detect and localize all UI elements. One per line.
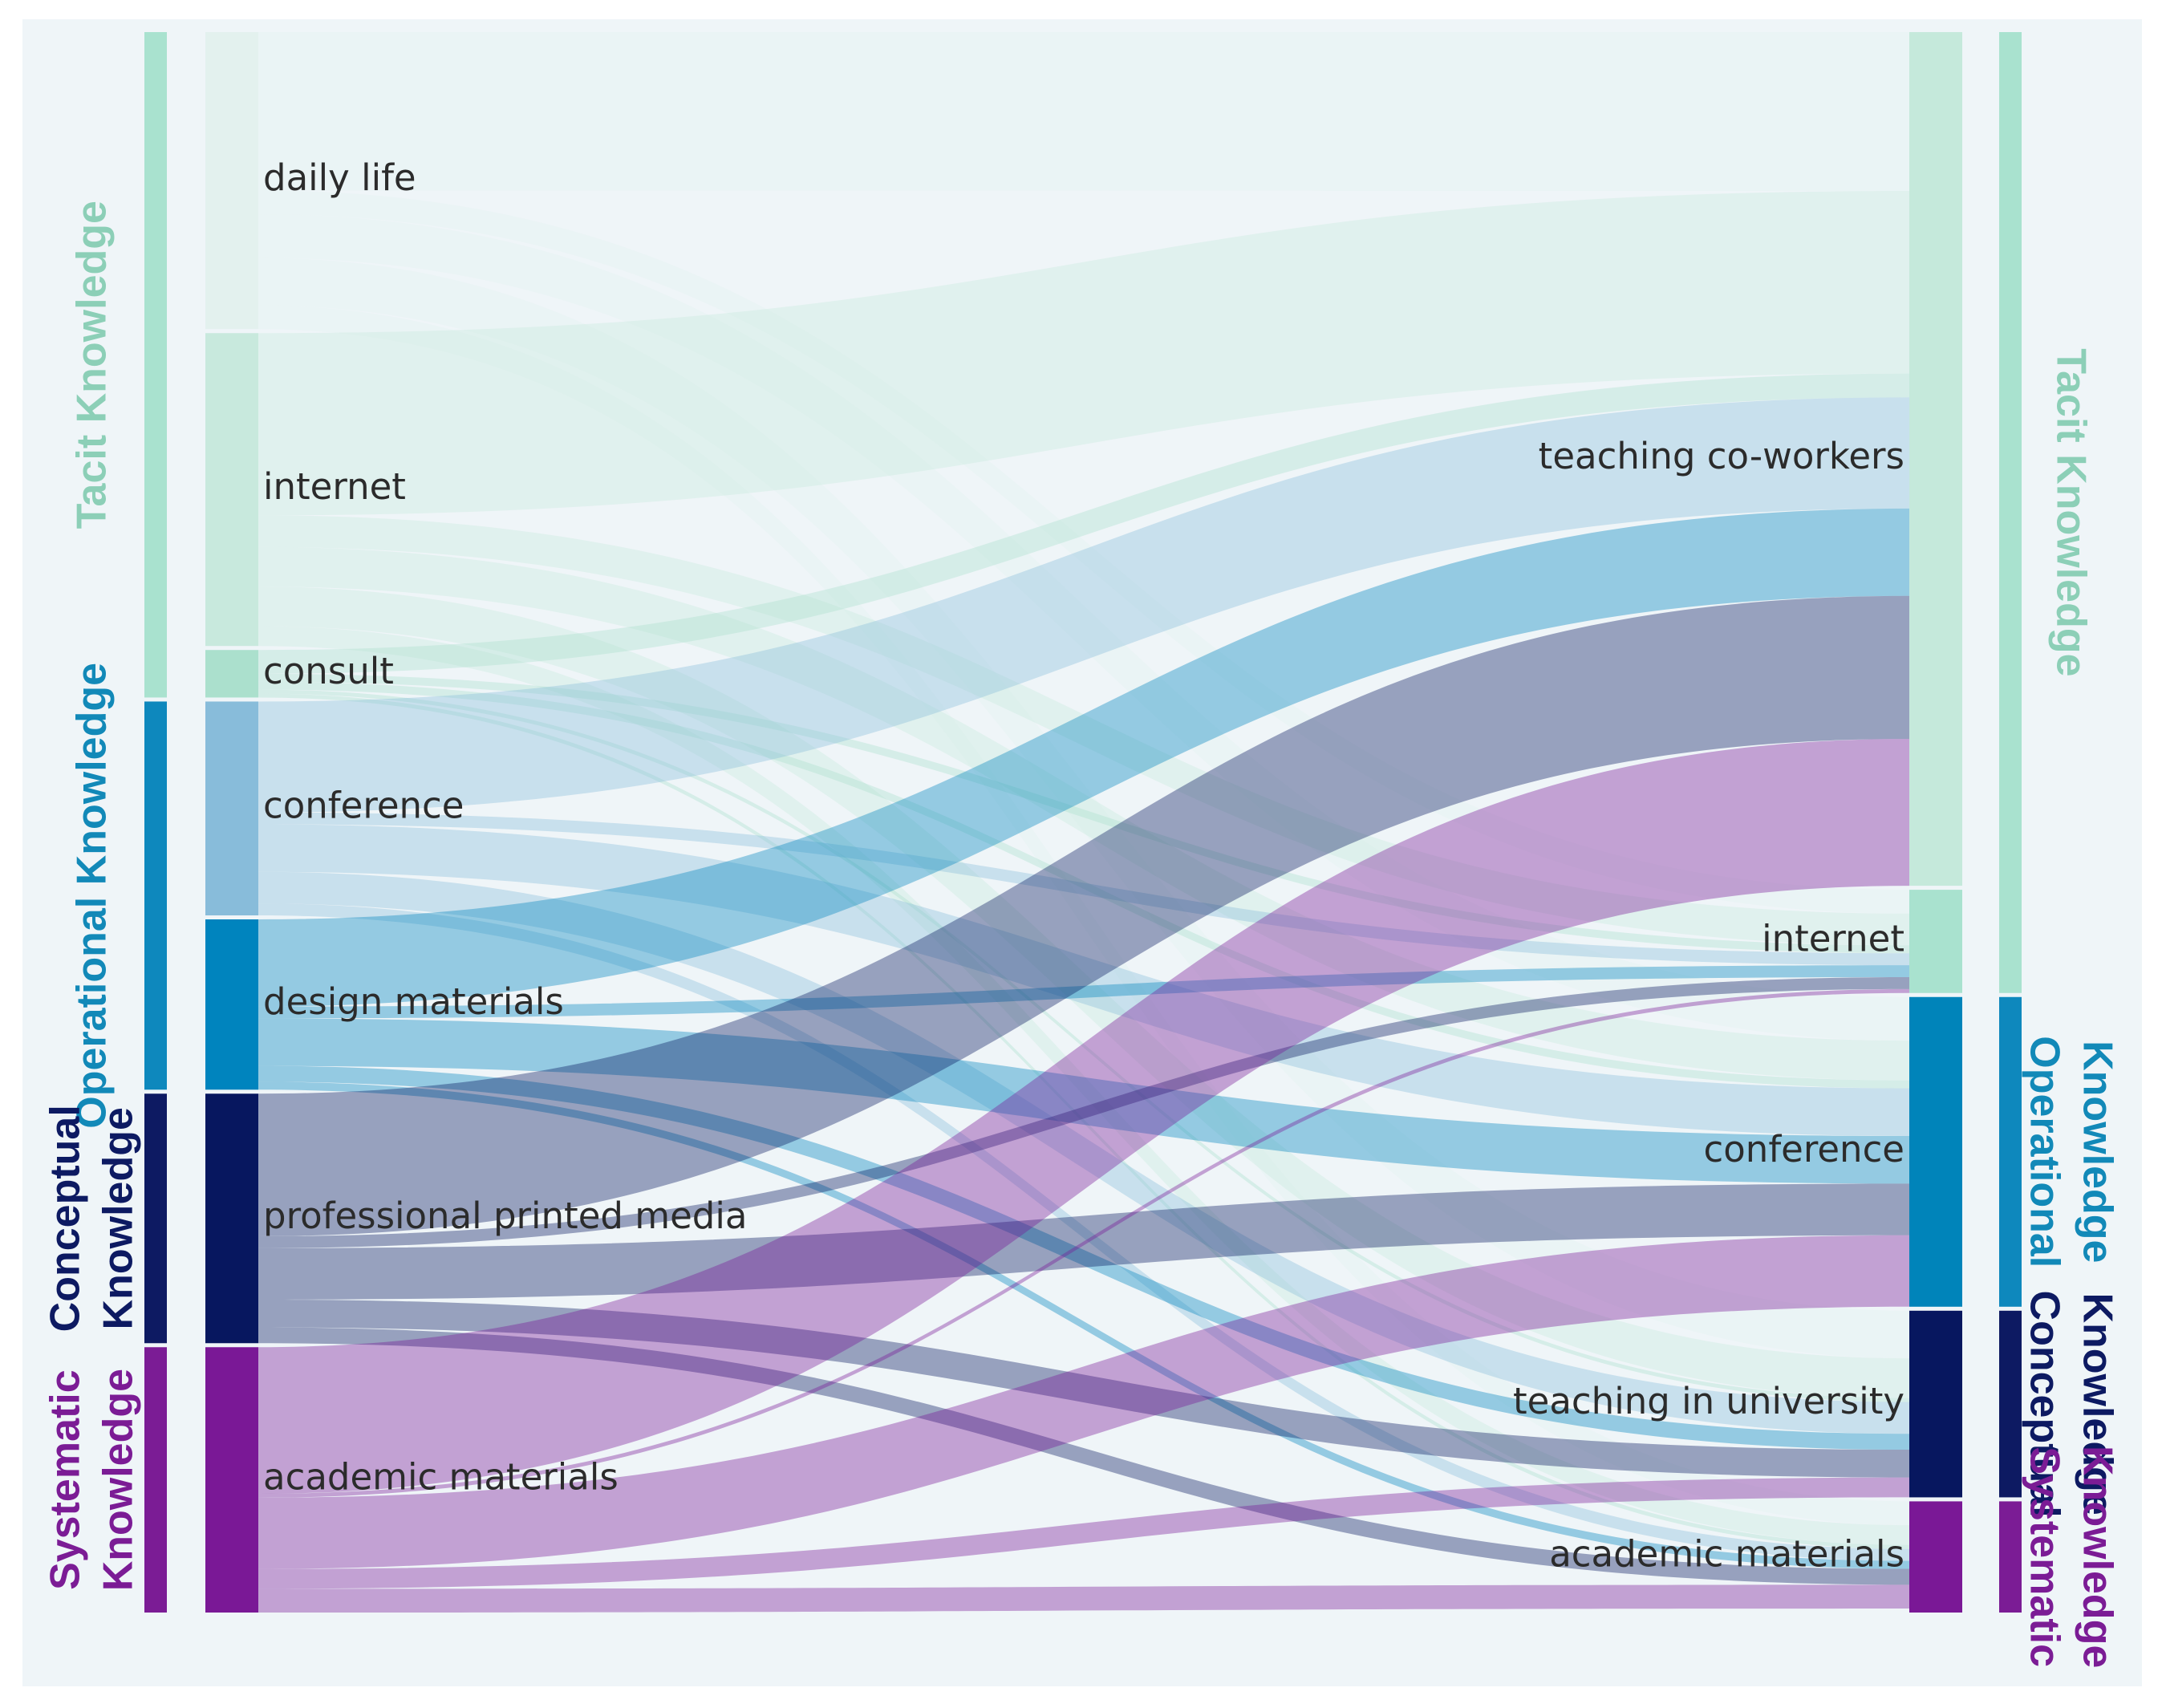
source-node-academic-materials xyxy=(205,1347,258,1613)
labels-layer: daily life internet consult conference desig… xyxy=(43,156,2121,1668)
left-category-bar-tacit-knowledge xyxy=(144,32,167,698)
flow-daily-life-to-teaching-co-workers xyxy=(258,32,1909,191)
target-node-academic-materials xyxy=(1909,1501,1962,1613)
flow-consult-to-academic-materials xyxy=(258,693,1909,1549)
flow-internet-to-conference xyxy=(258,546,1909,1081)
flow-professional-printed-media-to-internet xyxy=(258,976,1909,1248)
left-category-bar-operational-knowledge xyxy=(144,701,167,1090)
flow-professional-printed-media-to-teaching-in-university xyxy=(258,1299,1909,1478)
nodes-layer xyxy=(205,32,1962,1613)
source-node-design-materials xyxy=(205,919,258,1090)
source-label-design-materials: design materials xyxy=(263,980,564,1023)
flow-design-materials-to-teaching-co-workers xyxy=(258,508,1909,1007)
target-label-teaching-in-university: teaching in university xyxy=(1513,1380,1904,1422)
source-label-professional-printed-media: professional printed media xyxy=(263,1195,747,1237)
flow-consult-to-internet xyxy=(258,673,1909,954)
links-layer xyxy=(258,32,1909,1613)
source-label-academic-materials: academic materials xyxy=(263,1456,619,1499)
right-category-label-systematic-knowledge-line-2: Knowledge xyxy=(2074,1446,2120,1668)
source-node-consult xyxy=(205,650,258,698)
flow-conference-to-conference xyxy=(258,824,1909,1136)
flow-professional-printed-media-to-academic-materials xyxy=(258,1327,1909,1585)
flow-internet-to-academic-materials xyxy=(258,626,1909,1545)
target-node-internet xyxy=(1909,890,1962,993)
flow-design-materials-to-academic-materials xyxy=(258,1081,1909,1569)
left-category-bar-conceptual-knowledge xyxy=(144,1093,167,1344)
right-category-bar-systematic-knowledge xyxy=(1999,1501,2022,1613)
flow-academic-materials-to-academic-materials xyxy=(258,1584,1909,1613)
right-category-label-conceptual-knowledge-line-2: Knowledge xyxy=(2074,1292,2120,1515)
source-node-professional-printed-media xyxy=(205,1093,258,1344)
right-category-bar-tacit-knowledge xyxy=(1999,32,2022,993)
flow-design-materials-to-internet xyxy=(258,965,1909,1019)
target-node-teaching-in-university xyxy=(1909,1310,1962,1498)
left-category-label-conceptual-knowledge-line-2: Knowledge xyxy=(95,1107,142,1329)
source-node-internet xyxy=(205,333,258,647)
target-label-conference: conference xyxy=(1704,1128,1904,1170)
source-label-daily-life: daily life xyxy=(263,156,416,199)
category-bars-layer xyxy=(144,32,2022,1613)
left-category-label-systematic-knowledge-line-2: Knowledge xyxy=(95,1369,142,1591)
flow-internet-to-teaching-in-university xyxy=(258,586,1909,1398)
flow-daily-life-to-internet xyxy=(258,190,1909,914)
flow-professional-printed-media-to-conference xyxy=(258,1183,1909,1300)
flow-consult-to-teaching-in-university xyxy=(258,689,1909,1402)
flow-internet-to-internet xyxy=(258,515,1909,946)
flow-daily-life-to-teaching-in-university xyxy=(258,258,1909,1359)
right-category-label-systematic-knowledge-line-1: Systematic xyxy=(2021,1446,2067,1667)
target-label-internet: internet xyxy=(1762,917,1904,959)
source-node-conference xyxy=(205,701,258,916)
source-label-conference: conference xyxy=(263,785,464,827)
right-category-label-operational-knowledge-line-1: Operational xyxy=(2021,1036,2067,1268)
flow-internet-to-teaching-co-workers xyxy=(258,190,1909,516)
left-category-label-systematic-knowledge-line-1: Systematic xyxy=(43,1369,89,1590)
chart-background xyxy=(22,19,2142,1686)
left-category-label-conceptual-knowledge-line-1: Conceptual xyxy=(43,1105,89,1332)
flow-conference-to-academic-materials xyxy=(258,903,1909,1561)
left-category-bar-systematic-knowledge xyxy=(144,1347,167,1613)
target-label-teaching-co-workers: teaching co-workers xyxy=(1539,435,1904,477)
right-category-label-operational-knowledge-line-2: Knowledge xyxy=(2074,1041,2120,1263)
flow-conference-to-internet xyxy=(258,812,1909,966)
source-label-consult: consult xyxy=(263,650,394,692)
right-category-bar-operational-knowledge xyxy=(1999,996,2022,1307)
flow-daily-life-to-academic-materials xyxy=(258,305,1909,1526)
target-label-academic-materials: academic materials xyxy=(1549,1533,1904,1576)
left-category-label-tacit-knowledge: Tacit Knowledge xyxy=(69,201,116,529)
flow-consult-to-teaching-co-workers xyxy=(258,373,1909,674)
target-node-conference xyxy=(1909,996,1962,1307)
flow-design-materials-to-conference xyxy=(258,1018,1909,1184)
flow-consult-to-conference xyxy=(258,681,1909,1089)
flow-daily-life-to-conference xyxy=(258,214,1909,1041)
flow-conference-to-teaching-in-university xyxy=(258,871,1909,1434)
source-node-daily-life xyxy=(205,32,258,330)
right-category-label-tacit-knowledge: Tacit Knowledge xyxy=(2047,348,2094,676)
flow-academic-materials-to-teaching-in-university xyxy=(258,1477,1909,1589)
flow-conference-to-teaching-co-workers xyxy=(258,397,1909,813)
flow-academic-materials-to-teaching-co-workers xyxy=(258,738,1909,1494)
flow-professional-printed-media-to-teaching-co-workers xyxy=(258,595,1909,1236)
right-category-bar-conceptual-knowledge xyxy=(1999,1310,2022,1498)
target-node-teaching-co-workers xyxy=(1909,32,1962,886)
flow-academic-materials-to-conference xyxy=(258,1235,1909,1569)
flow-design-materials-to-teaching-in-university xyxy=(258,1065,1909,1450)
right-category-label-conceptual-knowledge-line-1: Conceptual xyxy=(2021,1291,2067,1518)
left-category-label-operational-knowledge: Operational Knowledge xyxy=(69,663,116,1129)
flow-academic-materials-to-internet xyxy=(258,988,1909,1498)
source-label-internet: internet xyxy=(263,465,406,508)
